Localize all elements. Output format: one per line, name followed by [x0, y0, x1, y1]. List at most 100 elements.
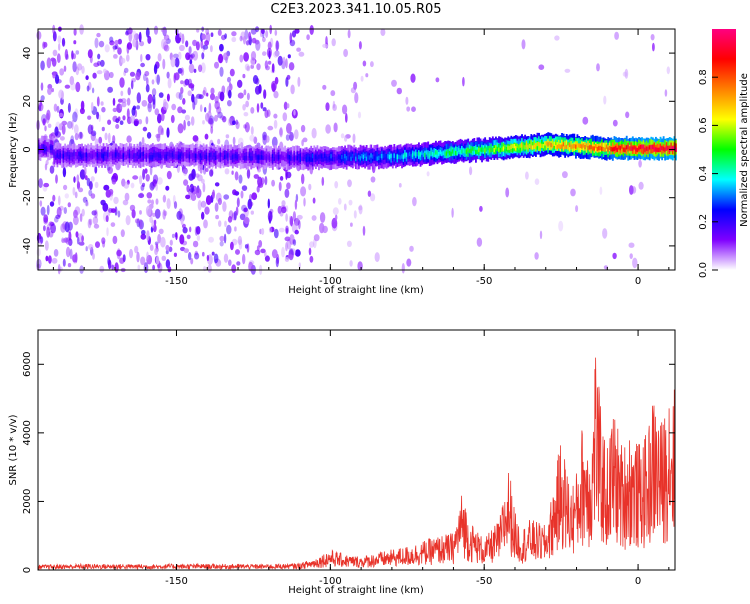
spectrogram-cell: [51, 58, 57, 67]
spectrogram-cell: [44, 125, 47, 132]
spectrogram-cell: [270, 156, 273, 162]
spectrogram-cell: [147, 94, 153, 104]
spectrogram-cell: [154, 208, 161, 219]
spectrogram-cell: [117, 47, 122, 55]
spectrogram-cell: [525, 171, 529, 180]
spectrogram-cell: [45, 112, 50, 124]
spectrogram-cell: [43, 225, 46, 232]
spectrogram-cell: [36, 31, 42, 40]
spectrogram-cell: [618, 145, 620, 150]
spectrogram-cell: [74, 108, 79, 118]
spectrogram-cell: [450, 146, 453, 156]
spectrogram-cell: [296, 47, 301, 52]
spectrogram-cell: [295, 156, 297, 161]
spectrogram-cell: [391, 153, 394, 158]
spectrogram-cell: [191, 168, 196, 180]
spectrogram-cell: [274, 50, 280, 57]
spectrogram-cell: [110, 222, 116, 228]
spectrogram-cell: [358, 41, 362, 50]
spectrogram-cell: [209, 169, 214, 177]
spectrogram-cell: [123, 181, 130, 189]
spectrogram-cell: [525, 142, 528, 147]
spectrogram-cell: [645, 146, 648, 151]
spectrogram-cell: [79, 131, 83, 139]
spectrogram-cell: [56, 53, 61, 64]
spectrogram-cell: [388, 154, 391, 159]
spectrogram-cell: [325, 124, 331, 134]
spectrogram-cell: [139, 41, 145, 47]
spectrogram-cell: [51, 145, 54, 150]
spectrogram-cell: [302, 156, 305, 161]
spectrogram-cell: [370, 176, 376, 183]
spectrogram-cell: [328, 155, 331, 161]
spectrogram-cell: [275, 155, 277, 160]
spectrogram-cell: [308, 156, 311, 161]
spectrogram-cell: [145, 54, 151, 61]
spectrogram-cell: [188, 252, 192, 261]
spectrogram-cell: [271, 179, 275, 187]
spectrogram-cell: [501, 147, 503, 152]
spectrogram-cell: [348, 156, 351, 161]
spectrogram-cell: [138, 119, 143, 125]
spectrogram-cell: [264, 255, 270, 262]
spectrogram-cell: [622, 71, 628, 77]
spectrogram-cell: [342, 104, 348, 115]
spectrogram-cell: [367, 190, 372, 197]
spectrogram-cell: [350, 152, 353, 161]
spectrogram-cell: [598, 146, 600, 151]
spectrogram-cell: [271, 63, 275, 73]
spectrogram-cell: [158, 92, 164, 98]
spectrogram-cell: [538, 142, 540, 152]
spectrogram-cell: [451, 207, 454, 218]
spectrogram-cell: [347, 29, 351, 39]
spectrogram-cell: [294, 28, 300, 34]
spectrogram-cell: [162, 58, 166, 70]
spectrogram-cell: [650, 34, 655, 41]
spectrogram-cell: [107, 132, 111, 144]
spectrogram-cell: [118, 152, 120, 157]
spectrogram-cell: [228, 153, 231, 158]
spectrogram-cell: [231, 264, 237, 273]
spectrogram-cell: [39, 200, 43, 207]
spectrogram-cell: [81, 208, 85, 217]
spectrogram-cell: [632, 257, 638, 269]
spectrogram-cell: [163, 44, 170, 52]
spectrogram-x-axis-label: Height of straight line (km): [288, 285, 424, 296]
spectrogram-cell: [147, 153, 150, 158]
spectrogram-cell: [166, 93, 170, 102]
spectrogram-cell: [541, 143, 543, 148]
spectrogram-cell: [146, 251, 149, 261]
spectrogram-cell: [63, 184, 68, 191]
spectrogram-cell: [126, 42, 133, 50]
spectrogram-cell: [184, 114, 190, 121]
spectrogram-cell: [284, 188, 290, 198]
spectrogram-cell: [198, 94, 204, 100]
spectrogram-cell: [136, 105, 141, 110]
spectrogram-cell: [268, 50, 271, 60]
spectrogram-cell: [268, 155, 271, 160]
spectrogram-cell: [101, 153, 103, 158]
spectrogram-cell: [164, 154, 167, 159]
spectrogram-cell: [621, 144, 623, 149]
spectrogram-cell: [387, 154, 390, 159]
spectrogram-cell: [273, 228, 279, 239]
spectrogram-cell: [189, 226, 192, 233]
spectrogram-cell: [265, 135, 270, 143]
spectrogram-cell: [119, 77, 125, 88]
colorbar-tick-label: 0.6: [698, 117, 709, 133]
spectrogram-cell: [422, 152, 425, 157]
spectrogram-cell: [222, 201, 227, 212]
spectrogram-cell: [208, 115, 215, 125]
spectrogram-cell: [285, 154, 288, 159]
spectrogram-cell: [125, 154, 128, 159]
spectrogram-cell: [279, 127, 283, 136]
spectrogram-cell: [190, 257, 194, 265]
spectrogram-cell: [284, 157, 287, 162]
spectrogram-cell: [311, 127, 317, 139]
spectrogram-cell: [671, 146, 674, 151]
spectrogram-cell: [266, 109, 271, 117]
spectrogram-cell: [99, 265, 105, 273]
spectrogram-cell: [194, 226, 198, 236]
spectrogram-cell: [173, 149, 176, 159]
spectrogram-cell: [228, 89, 232, 99]
